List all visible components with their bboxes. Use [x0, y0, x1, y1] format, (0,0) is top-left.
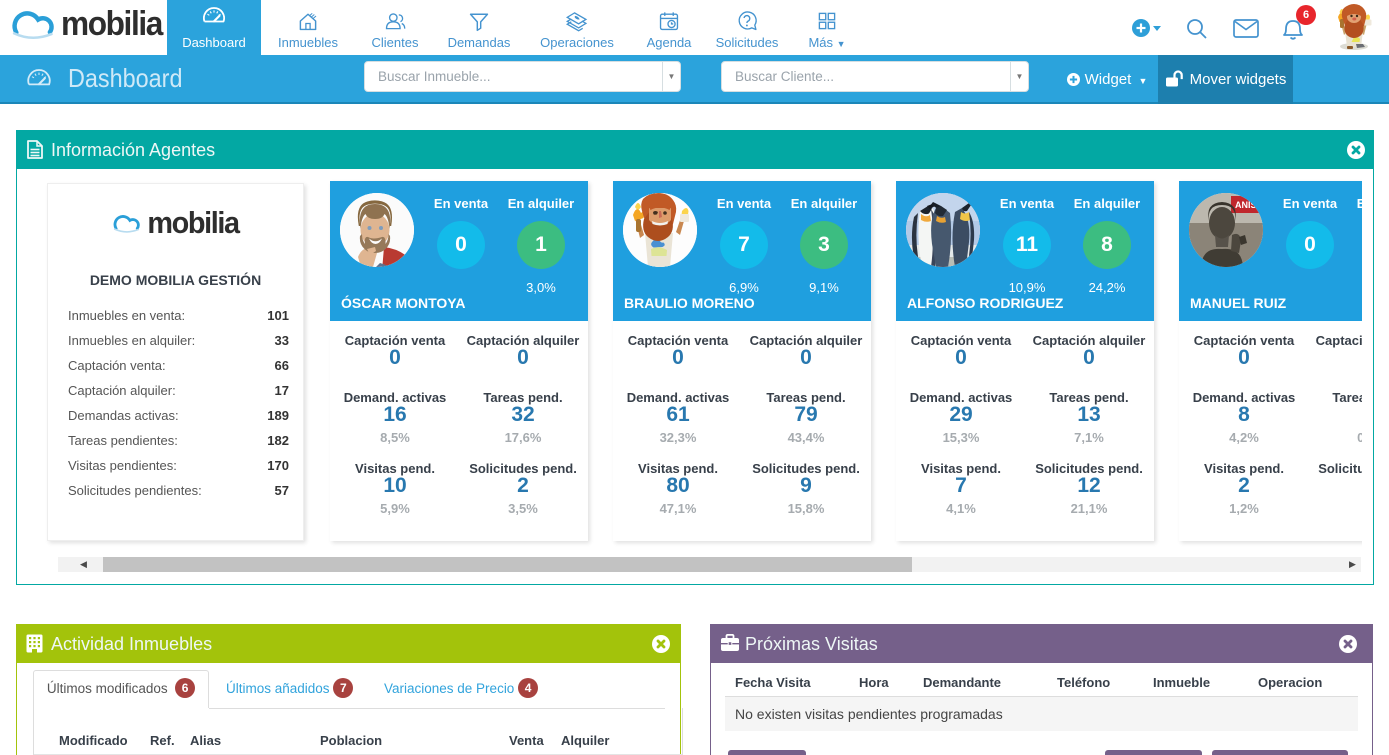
svg-text:ANIS: ANIS: [1235, 200, 1257, 210]
